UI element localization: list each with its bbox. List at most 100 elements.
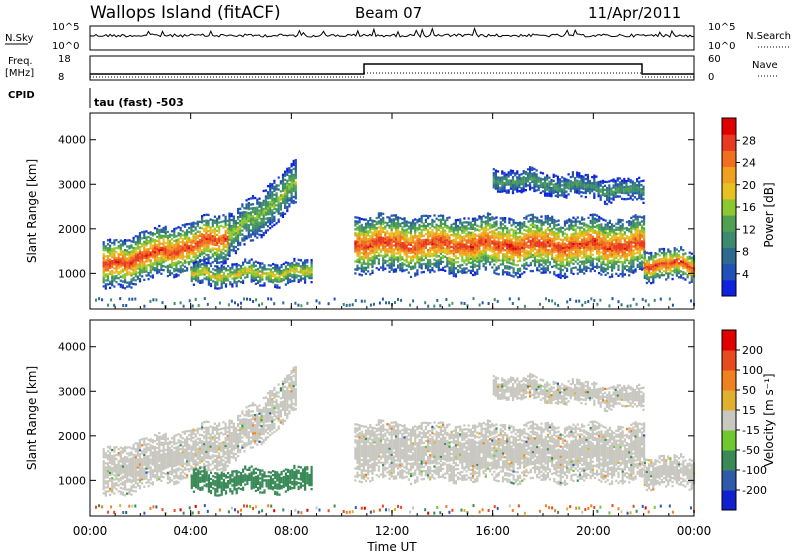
power-cell bbox=[469, 223, 472, 226]
power-cell bbox=[269, 182, 272, 186]
power-cell bbox=[213, 233, 216, 236]
power-cell bbox=[292, 199, 295, 203]
power-cell bbox=[401, 230, 404, 233]
power-cell bbox=[416, 219, 419, 222]
power-cell bbox=[130, 268, 133, 271]
power-cell bbox=[489, 217, 492, 220]
power-cell bbox=[608, 225, 611, 229]
power-cell bbox=[367, 246, 370, 249]
power-cell bbox=[260, 219, 263, 223]
power-cell bbox=[371, 221, 374, 224]
power-cell bbox=[497, 251, 500, 254]
power-cell bbox=[262, 203, 265, 207]
power-cell bbox=[276, 284, 279, 287]
power-cell bbox=[375, 241, 378, 244]
power-cell bbox=[583, 252, 586, 255]
power-cell bbox=[392, 252, 395, 255]
power-cell bbox=[446, 218, 449, 222]
power-cell bbox=[506, 241, 509, 244]
power-cell bbox=[106, 249, 110, 252]
power-cell bbox=[119, 259, 122, 262]
power-cell bbox=[598, 233, 601, 237]
power-cell bbox=[557, 243, 560, 246]
power-cell bbox=[574, 244, 577, 247]
power-cell bbox=[576, 268, 579, 271]
power-cell bbox=[448, 234, 451, 237]
power-cell bbox=[379, 254, 383, 257]
power-cell bbox=[115, 267, 118, 270]
power-cell bbox=[244, 260, 247, 263]
power-cell bbox=[598, 239, 601, 243]
power-cell bbox=[476, 258, 479, 261]
power-cell bbox=[452, 242, 455, 246]
power-cell bbox=[598, 237, 601, 241]
power-cell bbox=[621, 243, 624, 246]
power-cell bbox=[619, 234, 622, 238]
power-cell bbox=[630, 240, 633, 244]
power-cell bbox=[621, 271, 624, 274]
power-cell bbox=[525, 245, 528, 248]
power-cell bbox=[158, 236, 161, 240]
power-cell bbox=[401, 225, 404, 229]
power-cell bbox=[257, 273, 260, 276]
power-cell bbox=[527, 254, 530, 257]
power-cell bbox=[371, 261, 374, 264]
power-cell bbox=[138, 264, 142, 267]
power-cell bbox=[216, 267, 219, 270]
power-cell bbox=[239, 241, 242, 245]
power-cell bbox=[555, 256, 558, 259]
power-cell bbox=[354, 272, 357, 275]
power-cell bbox=[471, 247, 475, 251]
power-cell bbox=[162, 255, 165, 258]
power-cell bbox=[367, 264, 370, 267]
power-cell bbox=[463, 251, 466, 254]
power-cell bbox=[555, 246, 558, 249]
power-cell bbox=[491, 260, 494, 263]
power-cell bbox=[409, 221, 413, 224]
power-cell bbox=[132, 258, 135, 262]
power-cell bbox=[186, 223, 189, 226]
power-cell bbox=[377, 260, 380, 263]
power-cell bbox=[377, 262, 380, 265]
power-cell bbox=[623, 243, 626, 246]
power-cell bbox=[559, 246, 562, 249]
power-cell bbox=[510, 238, 513, 241]
power-cell bbox=[538, 221, 541, 224]
power-cell bbox=[277, 212, 280, 215]
power-cell bbox=[512, 241, 515, 244]
power-cell bbox=[220, 264, 223, 267]
power-cell bbox=[491, 258, 494, 261]
power-cell bbox=[143, 244, 146, 247]
power-cell bbox=[553, 222, 556, 226]
power-cell bbox=[392, 262, 395, 265]
power-cell bbox=[354, 216, 357, 219]
power-cell bbox=[493, 259, 496, 262]
power-cell bbox=[138, 238, 142, 241]
power-cell bbox=[474, 243, 477, 246]
power-cell bbox=[175, 243, 178, 246]
power-cell bbox=[288, 203, 291, 206]
power-cell bbox=[143, 250, 146, 253]
power-cell bbox=[533, 226, 537, 229]
power-cell bbox=[615, 240, 618, 243]
power-cell bbox=[371, 247, 374, 250]
power-cell bbox=[591, 243, 594, 246]
power-cell bbox=[275, 186, 278, 189]
power-cell bbox=[544, 255, 547, 258]
power-cell bbox=[245, 207, 248, 210]
power-cell bbox=[160, 234, 163, 237]
power-cell bbox=[589, 219, 592, 223]
power-cell bbox=[273, 199, 276, 202]
power-cell bbox=[452, 272, 455, 276]
power-cell bbox=[254, 216, 257, 220]
power-cell bbox=[168, 247, 172, 250]
power-cell bbox=[461, 253, 464, 257]
power-cell bbox=[259, 280, 262, 283]
power-cell bbox=[360, 223, 363, 227]
power-cell bbox=[286, 207, 289, 211]
power-cell bbox=[555, 264, 558, 267]
power-cell bbox=[512, 247, 515, 250]
power-cell bbox=[546, 269, 549, 272]
power-cell bbox=[474, 223, 477, 226]
power-cell bbox=[454, 275, 457, 278]
